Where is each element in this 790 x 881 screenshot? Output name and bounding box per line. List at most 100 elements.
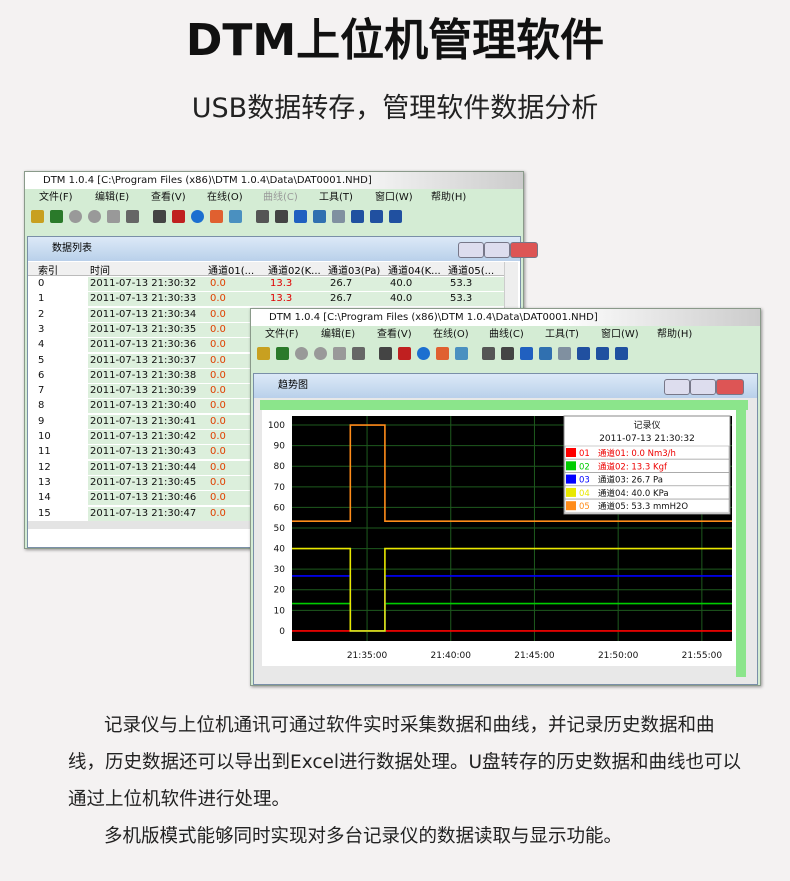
legend-row: [564, 472, 730, 486]
table-cell: 2: [38, 308, 45, 320]
toolbar-button[interactable]: [172, 210, 185, 223]
toolbar-button[interactable]: [314, 347, 327, 360]
window-control[interactable]: [664, 379, 690, 395]
menu-bar: 文件(F) 编辑(E) 查看(V) 在线(O) 曲线(C) 工具(T) 窗口(W) 帮助(H): [25, 189, 523, 206]
toolbar-button[interactable]: [501, 347, 514, 360]
legend-swatch: [566, 501, 576, 511]
toolbar-button[interactable]: [398, 347, 411, 360]
menu-item[interactable]: 文件(F): [39, 192, 73, 203]
toolbar-button[interactable]: [313, 210, 326, 223]
toolbar-button[interactable]: [333, 347, 346, 360]
menu-item[interactable]: 在线(O): [207, 192, 243, 203]
menu-item[interactable]: 帮助(H): [657, 329, 693, 340]
menu-item[interactable]: 查看(V): [377, 329, 412, 340]
toolbar-button[interactable]: [69, 210, 82, 223]
toolbar-button[interactable]: [558, 347, 571, 360]
menu-item[interactable]: 编辑(E): [321, 329, 356, 340]
table-cell: 40.0: [390, 293, 413, 305]
window-control[interactable]: [690, 379, 716, 395]
table-cell: 2011-07-13 21:30:47: [90, 507, 197, 519]
table-cell: 0.0: [210, 400, 226, 412]
table-cell: 2011-07-13 21:30:37: [90, 354, 197, 366]
toolbar-button[interactable]: [455, 347, 468, 360]
table-cell: 26.7: [330, 293, 353, 305]
toolbar-button[interactable]: [276, 347, 289, 360]
toolbar-button[interactable]: [88, 210, 101, 223]
toolbar-button[interactable]: [615, 347, 628, 360]
toolbar-button[interactable]: [436, 347, 449, 360]
toolbar-button[interactable]: [520, 347, 533, 360]
table-cell: 3: [38, 323, 45, 335]
window-control[interactable]: [458, 242, 484, 258]
y-tick-label: 50: [274, 524, 286, 534]
menu-item[interactable]: 曲线(C): [263, 192, 298, 203]
table-cell: 14: [38, 492, 51, 504]
column-header: 通道01(...: [208, 266, 255, 277]
table-cell: 6: [38, 369, 45, 381]
y-tick-label: 90: [274, 442, 286, 452]
table-cell: 0.0: [210, 431, 226, 442]
menu-item[interactable]: 工具(T): [319, 192, 353, 203]
toolbar-button[interactable]: [389, 210, 402, 223]
toolbar-button[interactable]: [352, 347, 365, 360]
toolbar-button[interactable]: [256, 210, 269, 223]
toolbar-button[interactable]: [577, 347, 590, 360]
legend-code: 01: [579, 449, 590, 459]
toolbar-button[interactable]: [191, 210, 204, 223]
legend-swatch: [566, 448, 576, 457]
window-title: DTM 1.0.4 [C:\Program Files (x86)\DTM 1.…: [25, 172, 523, 189]
toolbar-button[interactable]: [107, 210, 120, 223]
column-header: 索引: [38, 266, 58, 277]
menu-item[interactable]: 文件(F): [265, 329, 299, 340]
table-cell: 0.0: [210, 369, 226, 381]
menu-item[interactable]: 编辑(E): [95, 192, 130, 203]
table-cell: 0.0: [210, 415, 226, 427]
menu-item[interactable]: 查看(V): [151, 192, 186, 203]
table-cell: 12: [38, 461, 51, 473]
page-subtitle: USB数据转存，管理软件数据分析: [191, 93, 599, 124]
toolbar-button[interactable]: [229, 210, 242, 223]
menu-item[interactable]: 在线(O): [433, 329, 469, 340]
menu-item[interactable]: 工具(T): [545, 329, 579, 340]
table-row: [88, 292, 504, 308]
table-cell: 11: [38, 446, 51, 458]
window-control[interactable]: [510, 242, 538, 258]
window-control[interactable]: [484, 242, 510, 258]
legend-row: [564, 445, 730, 460]
column-header: 时间: [90, 266, 110, 277]
table-cell: 7: [38, 385, 45, 397]
toolbar-button[interactable]: [351, 210, 364, 223]
y-tick-label: 10: [274, 606, 286, 616]
menu-item[interactable]: 窗口(W): [601, 329, 639, 340]
table-cell: 53.3: [450, 278, 473, 289]
toolbar-button[interactable]: [50, 210, 63, 223]
legend-title: 记录仪: [633, 420, 660, 431]
toolbar-button[interactable]: [153, 210, 166, 223]
toolbar-button[interactable]: [379, 347, 392, 360]
toolbar-button[interactable]: [257, 347, 270, 360]
menu-item[interactable]: 曲线(C): [489, 329, 524, 340]
table-cell: 2011-07-13 21:30:43: [90, 446, 197, 458]
toolbar-button[interactable]: [126, 210, 139, 223]
y-tick-label: 100: [268, 421, 285, 431]
toolbar-button[interactable]: [275, 210, 288, 223]
window-control[interactable]: [716, 379, 744, 395]
toolbar-button[interactable]: [539, 347, 552, 360]
table-cell: 0.0: [210, 476, 226, 488]
toolbar-button[interactable]: [210, 210, 223, 223]
toolbar-button[interactable]: [482, 347, 495, 360]
toolbar-button[interactable]: [596, 347, 609, 360]
legend-row: [564, 485, 730, 500]
toolbar-button[interactable]: [417, 347, 430, 360]
toolbar-button[interactable]: [332, 210, 345, 223]
toolbar-button[interactable]: [295, 347, 308, 360]
toolbar-button[interactable]: [370, 210, 383, 223]
table-cell: 53.3: [450, 293, 473, 305]
menu-item[interactable]: 帮助(H): [431, 192, 467, 203]
toolbar-button[interactable]: [31, 210, 44, 223]
table-cell: 2011-07-13 21:30:46: [90, 492, 197, 504]
table-cell: 0.0: [210, 354, 226, 366]
legend-code: 05: [579, 502, 590, 512]
menu-item[interactable]: 窗口(W): [375, 192, 413, 203]
toolbar-button[interactable]: [294, 210, 307, 223]
